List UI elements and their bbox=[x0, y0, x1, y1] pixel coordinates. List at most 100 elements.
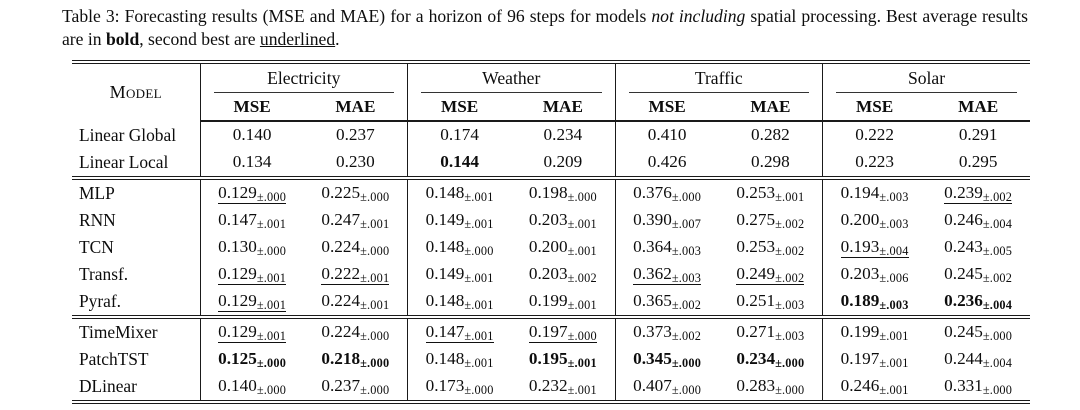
metric-value: 0.200±.001 bbox=[528, 237, 597, 259]
model-name-cell: MLP bbox=[72, 176, 200, 207]
metric-value: 0.331±.000 bbox=[944, 376, 1013, 398]
metric-value-cell: 0.243±.005 bbox=[926, 234, 1030, 261]
metric-value-cell: 0.364±.003 bbox=[614, 234, 719, 261]
std-subscript: ±.000 bbox=[671, 356, 702, 371]
std-subscript: ±.007 bbox=[671, 217, 702, 232]
metric-value: 0.173±.000 bbox=[425, 376, 494, 398]
metric-value: 0.373±.002 bbox=[633, 322, 702, 344]
metric-value-cell: 0.345±.000 bbox=[614, 346, 719, 373]
metric-column-header: MSE bbox=[407, 93, 512, 122]
metric-value-cell: 0.129±.000 bbox=[199, 176, 304, 207]
std-subscript: ±.002 bbox=[671, 298, 702, 313]
table-row: Transf. 0.129±.001 0.222±.001 0.149±.001 0.2… bbox=[72, 261, 1030, 288]
metric-column-header: MAE bbox=[718, 93, 823, 122]
table-row: Linear Global 0.140 0.237 0.174 0.234 0.410 0.… bbox=[72, 121, 1030, 149]
std-subscript: ±.001 bbox=[360, 271, 390, 286]
table-row: RNN 0.147±.001 0.247±.001 0.149±.001 0.203±.… bbox=[72, 207, 1030, 234]
model-name-cell: Pyraf. bbox=[79, 291, 122, 311]
std-subscript: ±.004 bbox=[982, 298, 1013, 313]
metric-value: 0.282 bbox=[751, 125, 790, 145]
metric-value-cell: 0.239±.002 bbox=[926, 176, 1031, 207]
std-subscript: ±.001 bbox=[360, 298, 390, 313]
metric-value-cell: 0.224±.000 bbox=[304, 234, 408, 261]
metric-value: 0.376±.000 bbox=[633, 183, 702, 205]
metric-value-cell: 0.194±.003 bbox=[822, 176, 927, 207]
std-subscript: ±.003 bbox=[879, 190, 909, 205]
metric-column-header: MSE bbox=[199, 93, 304, 122]
metric-value-cell: 0.148±.001 bbox=[407, 176, 512, 207]
std-subscript: ±.006 bbox=[879, 271, 909, 286]
metric-value: 0.199±.001 bbox=[840, 322, 909, 344]
caption-text: . bbox=[335, 29, 340, 50]
metric-value-cell: 0.140 bbox=[199, 121, 304, 149]
model-name-cell: Transf. bbox=[79, 264, 129, 284]
metric-value: 0.148±.001 bbox=[425, 349, 494, 371]
metric-value: 0.224±.000 bbox=[321, 237, 390, 259]
metric-value: 0.189±.003 bbox=[840, 291, 909, 313]
model-column-header: Model bbox=[72, 60, 200, 121]
metric-value: 0.247±.001 bbox=[321, 210, 390, 232]
metric-value-cell: 0.130±.000 bbox=[199, 234, 304, 261]
metric-value: 0.234±.000 bbox=[736, 349, 805, 371]
std-subscript: ±.003 bbox=[671, 271, 702, 286]
metric-value: 0.197±.001 bbox=[840, 349, 909, 371]
metric-value: 0.230 bbox=[336, 152, 375, 172]
metric-value-cell: 0.407±.000 bbox=[614, 373, 719, 404]
metric-value-cell: 0.209 bbox=[511, 149, 615, 178]
dataset-group-label: Traffic bbox=[628, 66, 810, 93]
std-subscript: ±.000 bbox=[982, 329, 1013, 344]
caption-text: spatial processing. Best average results… bbox=[62, 6, 1028, 50]
metric-value: 0.197±.000 bbox=[528, 322, 597, 344]
std-subscript: ±.000 bbox=[256, 244, 287, 259]
std-subscript: ±.000 bbox=[775, 356, 805, 371]
metric-value-cell: 0.237±.000 bbox=[303, 373, 408, 404]
metric-value: 0.365±.002 bbox=[633, 291, 702, 313]
std-subscript: ±.000 bbox=[360, 356, 390, 371]
table-row: Linear Local 0.134 0.230 0.144 0.209 0.426 0.2… bbox=[72, 149, 1030, 178]
model-name-cell: TCN bbox=[79, 237, 114, 257]
caption-text: , second best are bbox=[139, 29, 260, 50]
std-subscript: ±.000 bbox=[256, 190, 287, 205]
metric-value: 0.245±.000 bbox=[944, 322, 1013, 344]
dataset-group-header: Traffic bbox=[614, 60, 823, 93]
model-name-cell: PatchTST bbox=[79, 349, 149, 369]
std-subscript: ±.004 bbox=[982, 356, 1013, 371]
std-subscript: ±.000 bbox=[256, 356, 287, 371]
caption-text: bold bbox=[105, 29, 140, 50]
std-subscript: ±.001 bbox=[256, 271, 287, 286]
model-name-cell: Linear Local bbox=[79, 152, 169, 172]
metric-value: 0.244±.004 bbox=[944, 349, 1013, 371]
metric-value: 0.364±.003 bbox=[633, 237, 702, 259]
metric-value: 0.129±.000 bbox=[218, 183, 287, 205]
metric-value-cell: 0.246±.004 bbox=[926, 207, 1030, 234]
dataset-group-header: Weather bbox=[407, 60, 616, 93]
std-subscript: ±.003 bbox=[775, 298, 805, 313]
table-row: TimeMixer 0.129±.001 0.224±.000 0.147±.001 0… bbox=[72, 315, 1031, 346]
metric-value-cell: 0.295 bbox=[926, 149, 1030, 178]
metric-value-cell: 0.426 bbox=[614, 149, 719, 178]
metric-value: 0.275±.002 bbox=[736, 210, 805, 232]
table-row: PatchTST 0.125±.000 0.218±.000 0.148±.001 0.… bbox=[72, 346, 1030, 373]
metric-value: 0.239±.002 bbox=[944, 183, 1013, 205]
table-section: MLP 0.129±.000 0.225±.000 0.148±.001 0.198±.… bbox=[72, 176, 1031, 317]
metric-value: 0.200±.003 bbox=[840, 210, 909, 232]
metric-value-cell: 0.253±.002 bbox=[719, 234, 823, 261]
metric-value-cell: 0.144 bbox=[407, 149, 512, 178]
std-subscript: ±.001 bbox=[256, 217, 287, 232]
dataset-group-header: Solar bbox=[822, 60, 1031, 93]
metric-value-cell: 0.147±.001 bbox=[199, 207, 304, 234]
metric-value: 0.345±.000 bbox=[633, 349, 702, 371]
metric-value-cell: 0.390±.007 bbox=[614, 207, 719, 234]
metric-value-cell: 0.246±.001 bbox=[822, 373, 927, 404]
metric-value: 0.234 bbox=[543, 125, 583, 145]
metric-value-cell: 0.223 bbox=[822, 149, 927, 178]
metric-value-cell: 0.237 bbox=[304, 121, 408, 149]
metric-value: 0.253±.001 bbox=[736, 183, 805, 205]
std-subscript: ±.002 bbox=[671, 329, 702, 344]
metric-value-cell: 0.198±.000 bbox=[511, 176, 616, 207]
metric-value-cell: 0.148±.001 bbox=[407, 288, 512, 317]
std-subscript: ±.001 bbox=[567, 298, 597, 313]
results-table: Model Electricity Weather Traffic Solar MSE MA… bbox=[72, 60, 1031, 404]
metric-value: 0.130±.000 bbox=[218, 237, 287, 259]
metric-column-header: MAE bbox=[511, 93, 616, 122]
